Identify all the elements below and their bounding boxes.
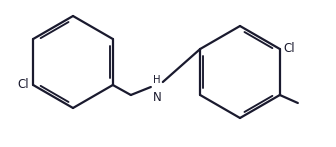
- Text: Cl: Cl: [284, 42, 295, 56]
- Text: H: H: [153, 75, 161, 85]
- Text: Cl: Cl: [17, 78, 29, 91]
- Text: N: N: [153, 91, 161, 104]
